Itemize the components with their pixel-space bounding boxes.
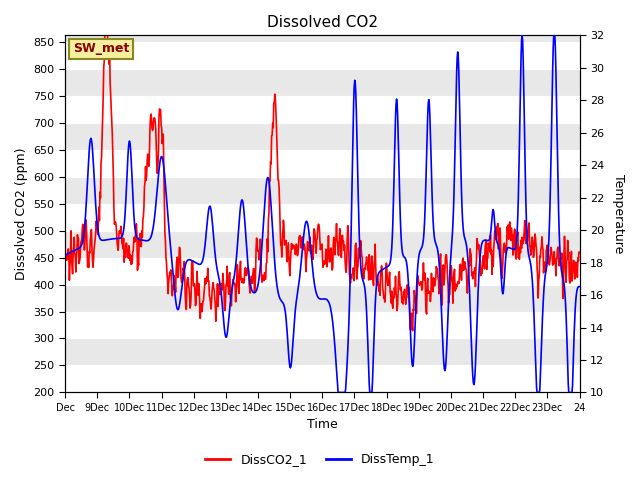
Bar	[65, 285, 579, 312]
Legend: DissCO2_1, DissTemp_1: DissCO2_1, DissTemp_1	[200, 448, 440, 471]
Title: Dissolved CO2: Dissolved CO2	[267, 15, 378, 30]
Bar	[65, 36, 579, 42]
Y-axis label: Dissolved CO2 (ppm): Dissolved CO2 (ppm)	[15, 148, 28, 280]
Bar	[65, 338, 579, 365]
Bar	[65, 123, 579, 150]
X-axis label: Time: Time	[307, 419, 338, 432]
Bar	[65, 177, 579, 204]
Y-axis label: Temperature: Temperature	[612, 174, 625, 253]
Bar	[65, 230, 579, 258]
Text: SW_met: SW_met	[73, 42, 129, 56]
Bar	[65, 69, 579, 96]
